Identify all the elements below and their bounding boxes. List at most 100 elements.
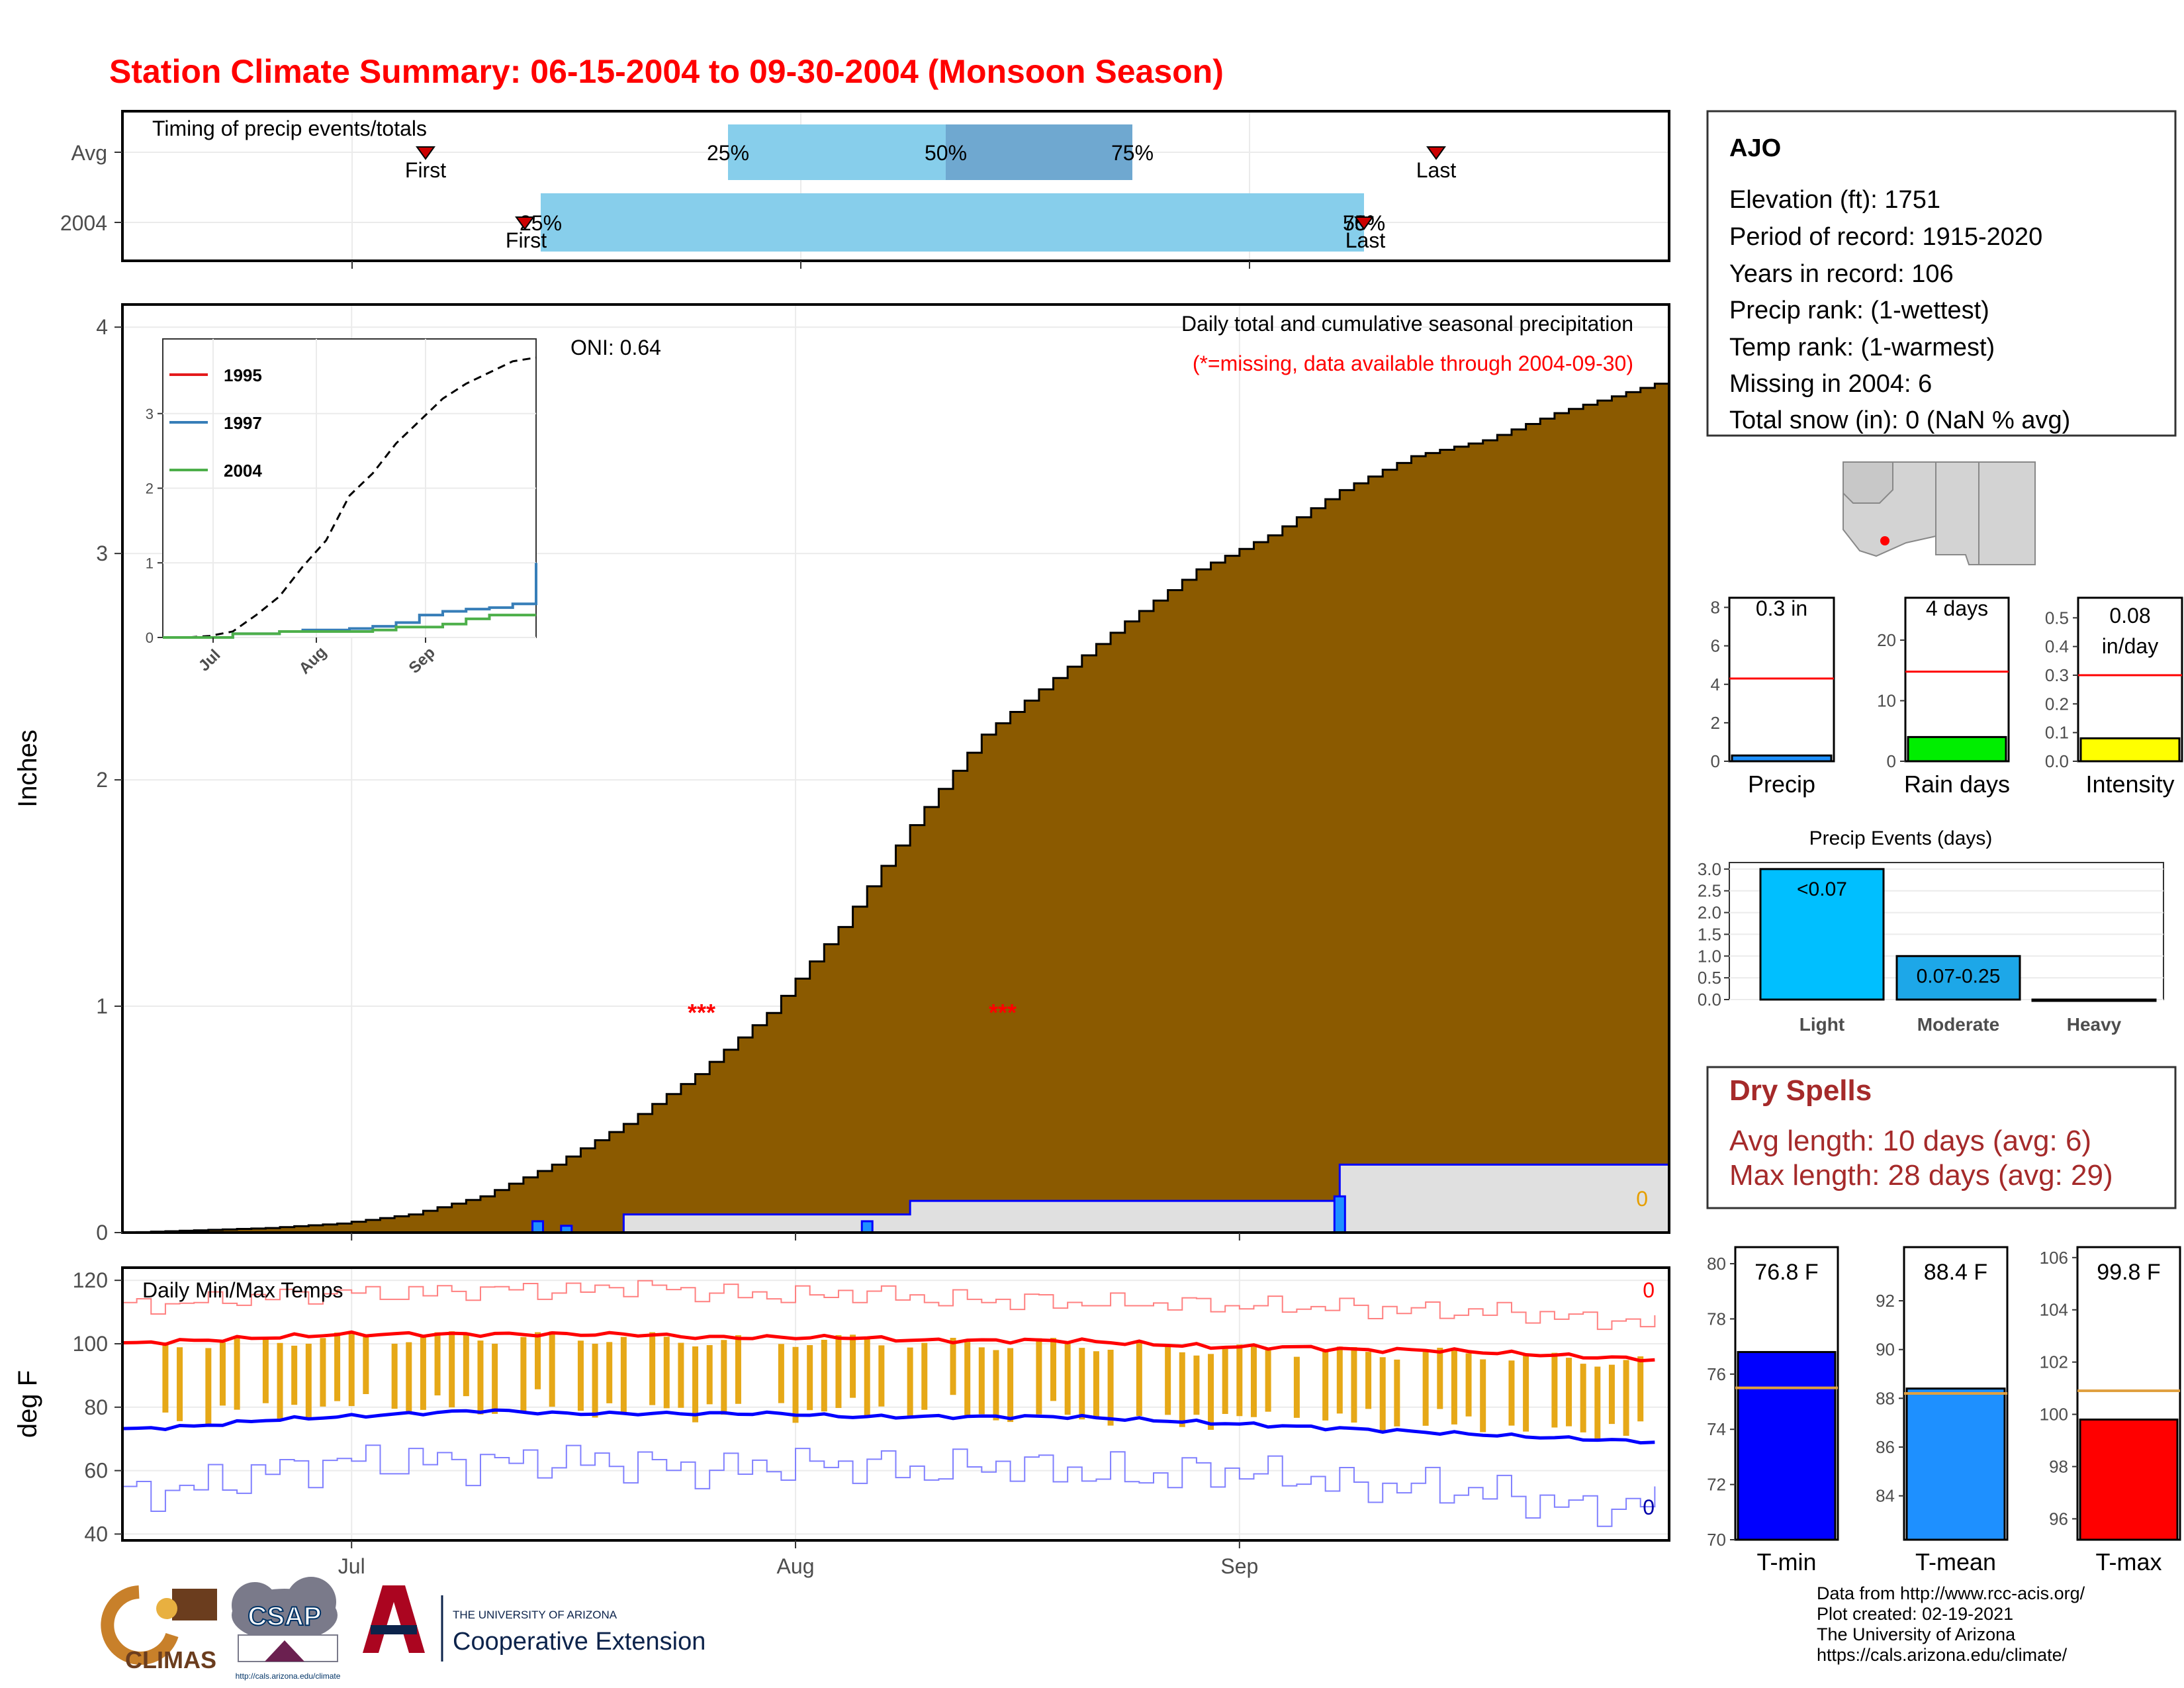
station-info: AJO Elevation (ft): 1751 Period of recor… (1706, 110, 2177, 437)
missing-mark-1: *** (688, 999, 715, 1026)
summary-ytick-1-2: 20 (1877, 630, 1896, 650)
temp-summary-label-2: T-max (2095, 1548, 2161, 1575)
precip-events-title: Precip Events (days) (1809, 827, 1993, 849)
events-ytick-3: 1.5 (1698, 924, 1721, 944)
temp-corner-label-top: 0 (1643, 1278, 1655, 1302)
oni-label: ONI: 0.64 (570, 336, 661, 359)
temp-summary-ytick-1-1: 86 (1876, 1437, 1895, 1457)
temp-summary-bar-0 (1737, 1350, 1837, 1541)
temp-summary-ytick-1-4: 92 (1876, 1291, 1895, 1311)
avg-last-label: Last (1416, 158, 1457, 182)
yr-last-label: Last (1345, 228, 1386, 252)
temp-summary-ytick-1-3: 90 (1876, 1340, 1895, 1360)
station-period: Period of record: 1915-2020 (1729, 223, 2042, 251)
precip-end-label: 0 (1636, 1187, 1648, 1211)
ua-small-text: THE UNIVERSITY OF ARIZONA (453, 1609, 617, 1621)
events-bar-label-0: <0.07 (1797, 878, 1847, 900)
credit-line-2: Plot created: 02-19-2021 (1817, 1604, 2014, 1624)
station-location-dot (1880, 536, 1889, 545)
temp-ytick-1: 60 (84, 1459, 108, 1483)
summary-value-0: 0.3 in (1756, 596, 1807, 620)
daily-precip-bar (1333, 1195, 1346, 1234)
temp-summary-ytick-2-3: 102 (2040, 1352, 2068, 1372)
legend-label-1997: 1997 (224, 413, 262, 433)
events-bar-Moderate (1895, 955, 2021, 1001)
temp-summary-ytick-0-2: 74 (1707, 1419, 1726, 1439)
temp-y-label: deg F (13, 1370, 42, 1438)
summary-ytick-2-1: 0.1 (2045, 723, 2069, 743)
summary-ytick-2-4: 0.4 (2045, 637, 2069, 657)
temp-ytick-4: 120 (73, 1268, 108, 1292)
avg-last-marker (1426, 146, 1446, 160)
yr-last-marker (1354, 216, 1374, 230)
summary-ytick-0-1: 2 (1711, 713, 1720, 733)
station-temp-rank: Temp rank: (1-warmest) (1729, 334, 1995, 361)
temp-summary-bar-2 (2079, 1418, 2179, 1541)
temp-ytick-3: 100 (73, 1332, 108, 1356)
temp-summary-label-0: T-min (1757, 1548, 1817, 1575)
temp-summary-ytick-2-4: 104 (2040, 1300, 2068, 1320)
avg-iqr-low (728, 124, 946, 180)
xtick-Aug: Aug (777, 1554, 815, 1578)
legend-label-1995: 1995 (224, 365, 262, 385)
temp-ytick-0: 40 (84, 1522, 108, 1546)
avg-min-line (122, 1408, 1655, 1445)
avg-first-label: First (405, 158, 446, 182)
ua-logo: THE UNIVERSITY OF ARIZONA Cooperative Ex… (363, 1585, 705, 1662)
precip-annotation-title: Daily total and cumulative seasonal prec… (1181, 312, 1633, 336)
station-name: AJO (1729, 134, 1781, 162)
yr-first-label: First (506, 228, 547, 252)
avg-iqr-high (946, 124, 1132, 180)
csap-url: http://cals.arizona.edu/climate (236, 1671, 341, 1681)
inset-ytick-0: 0 (146, 630, 154, 646)
events-ytick-5: 2.5 (1698, 881, 1721, 901)
precip-events-chart: Precip Events (days) 0.0 0.51.01.52.02.53… (1698, 827, 2164, 1035)
row-label-avg: Avg (71, 141, 107, 165)
inset-legend: 1995 1997 2004 (169, 365, 262, 481)
csap-text: CSAP (248, 1602, 321, 1631)
inset-avg-curve (163, 356, 537, 639)
events-xtick-Heavy: Heavy (2067, 1014, 2122, 1035)
legend-label-2004: 2004 (224, 461, 262, 481)
summary-bar-1 (1907, 735, 2007, 763)
temp-summary-ytick-2-5: 106 (2040, 1248, 2068, 1268)
events-ytick-0: 0.0 (1698, 990, 1721, 1009)
inset-ytick-1: 1 (146, 555, 154, 571)
summary-label-1: Rain days (1904, 771, 2010, 798)
summary-ytick-2-0: 0.0 (2045, 751, 2069, 771)
dry-spells-max: Max length: 28 days (avg: 29) (1729, 1159, 2113, 1192)
daily-precip-bar (860, 1220, 874, 1234)
credit-line-4: https://cals.arizona.edu/climate/ (1817, 1645, 2068, 1665)
summary-ytick-2-2: 0.2 (2045, 694, 2069, 714)
xtick-Sep: Sep (1220, 1554, 1258, 1578)
events-xtick-Light: Light (1799, 1014, 1844, 1035)
summary-bar-2 (2079, 737, 2181, 763)
avg-cumulative-area (122, 383, 1670, 1234)
summary-value-2: 0.08 (2109, 604, 2150, 628)
yr-first-marker (515, 216, 535, 230)
locator-map (1843, 461, 2036, 565)
summary-ytick-0-0: 0 (1711, 751, 1720, 771)
temp-corner-label-bottom: 0 (1643, 1495, 1655, 1519)
timing-panel: Timing of precip events/totals First Las… (60, 110, 1670, 269)
csap-logo: CSAP http://cals.arizona.edu/climate (232, 1577, 341, 1681)
summary-label-0: Precip (1748, 771, 1815, 798)
dry-spells-title: Dry Spells (1729, 1074, 1872, 1107)
avg-p50-label: 50% (925, 141, 967, 165)
missing-mark-2: *** (989, 999, 1017, 1026)
temp-summary-ytick-0-4: 78 (1707, 1309, 1726, 1329)
row-label-2004: 2004 (60, 211, 107, 235)
climas-text: CLIMAS (125, 1646, 216, 1673)
temp-summary-ytick-1-2: 88 (1876, 1388, 1895, 1408)
events-ytick-1: 0.5 (1698, 968, 1721, 988)
summary-ytick-2-3: 0.3 (2045, 665, 2069, 685)
avg-p25-label: 25% (707, 141, 749, 165)
precip-panel: Daily total and cumulative seasonal prec… (13, 303, 1670, 1244)
summary-ytick-2-5: 0.5 (2045, 608, 2069, 628)
temp-summary-value-1: 88.4 F (1924, 1260, 1987, 1285)
precip-ytick-1: 1 (96, 994, 108, 1018)
temp-summary-label-1: T-mean (1915, 1548, 1996, 1575)
